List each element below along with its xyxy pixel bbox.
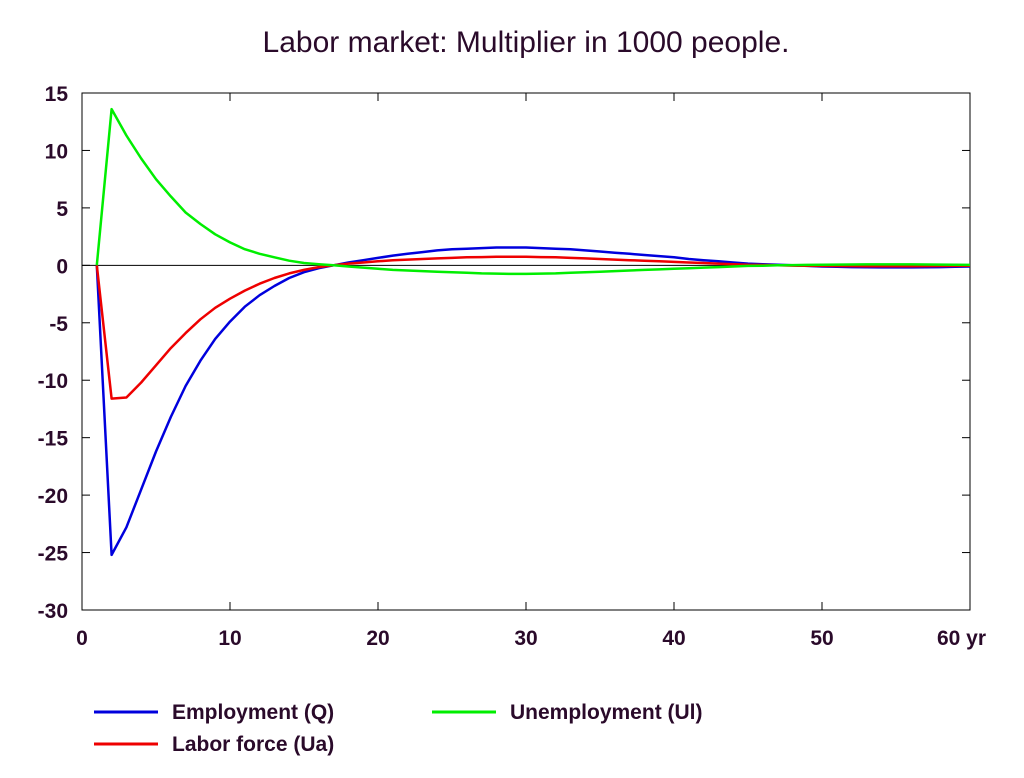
- y-tick-label: 15: [45, 83, 69, 106]
- y-tick-label: -25: [38, 543, 69, 566]
- y-axis: 15 10 5 0 -5 -10 -15 -20 -25 -30: [38, 83, 970, 623]
- y-tick-label: 5: [56, 198, 68, 221]
- legend-label: Labor force (Ua): [172, 733, 334, 756]
- x-tick-label: 0: [76, 627, 88, 650]
- legend: Employment (Q) Labor force (Ua) Unemployme…: [94, 701, 703, 756]
- x-tick-label: 50: [810, 627, 833, 650]
- x-tick-label: 10: [218, 627, 241, 650]
- y-tick-label: -10: [38, 370, 68, 393]
- y-tick-label: -20: [38, 485, 68, 508]
- x-tick-label: 40: [662, 627, 685, 650]
- series-line-2: [95, 107, 971, 276]
- x-tick-label: 30: [514, 627, 537, 650]
- legend-label: Unemployment (Ul): [510, 701, 703, 724]
- x-tick-label: 20: [366, 627, 389, 650]
- y-tick-label: 10: [45, 140, 68, 163]
- series-line-1: [95, 255, 971, 400]
- x-unit-label: yr: [960, 627, 986, 650]
- plot-frame: [81, 92, 971, 611]
- x-tick-label: 60 yr: [937, 627, 986, 650]
- legend-label: Employment (Q): [172, 701, 334, 724]
- x-axis: 0 10 20 30 40 50 60 yr: [76, 93, 986, 650]
- y-tick-label: -30: [38, 600, 68, 623]
- series-line-0: [95, 246, 971, 557]
- series-layer: [95, 107, 971, 557]
- chart-title: Labor market: Multiplier in 1000 people.: [263, 26, 790, 59]
- y-tick-label: 0: [56, 255, 68, 278]
- y-tick-label: -15: [38, 428, 69, 451]
- y-tick-label: -5: [49, 313, 68, 336]
